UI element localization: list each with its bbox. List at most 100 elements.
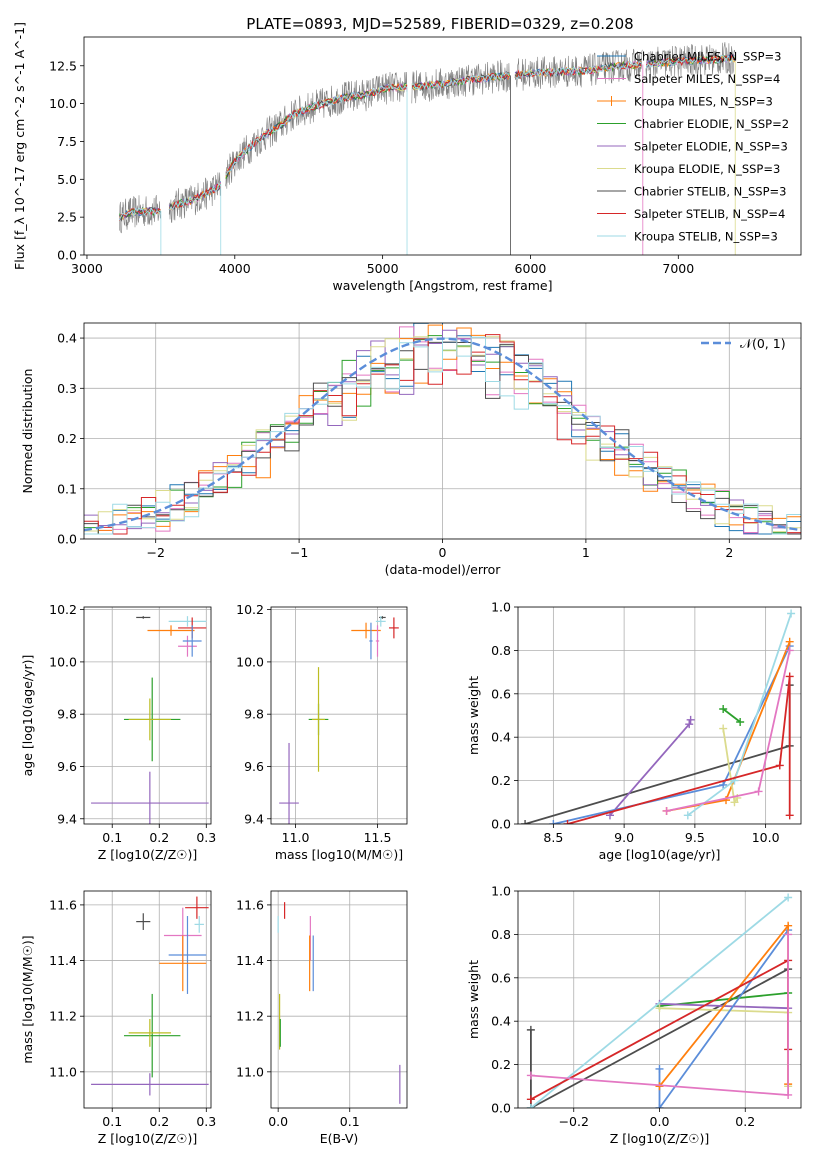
chart-age_vs_Z: 0.1 0.2 0.3 9.4 9.6 9.8 10.0 10.2 Z [log10(Z/Z☉)…	[20, 602, 216, 862]
x-tick-label: 0	[439, 545, 447, 560]
mass-weight-line-5	[658, 929, 789, 1108]
x-tick-label: −1	[290, 545, 308, 560]
y-tick-label: 9.8	[57, 707, 77, 722]
plot-area-age_vs_mass	[271, 607, 407, 824]
x-tick-label: 0.3	[196, 830, 216, 845]
x-tick-label: 0.3	[196, 1114, 216, 1129]
y-axis-label: Normed distribution	[20, 369, 35, 494]
x-axis-label: Z [log10(Z/Z☉)]	[610, 1131, 710, 1146]
mass-weight-marker	[686, 715, 695, 724]
y-axis-label: age [log10(age/yr)]	[20, 655, 35, 777]
x-axis-label: mass [log10(M/M☉)]	[275, 847, 403, 862]
x-tick-label: 9.0	[614, 830, 634, 845]
plot-area-mass_vs_EBV	[271, 891, 407, 1108]
x-tick-label: 8.5	[543, 830, 563, 845]
y-tick-label: 11.0	[236, 1064, 264, 1079]
mass-weight-marker	[685, 720, 694, 729]
y-tick-label: 10.0	[49, 96, 77, 111]
x-tick-label: 4000	[219, 261, 251, 276]
mass-weight-line-0	[530, 968, 789, 1108]
mass-weight-line-2	[722, 708, 741, 723]
y-tick-label: 9.8	[244, 707, 264, 722]
y-tick-label: 9.4	[244, 811, 264, 826]
model-spectrum-8	[119, 54, 736, 221]
legend-label: Kroupa ELODIE, N_SSP=3	[634, 162, 780, 176]
x-tick-label: 0.1	[102, 1114, 122, 1129]
mass-weight-marker	[719, 724, 728, 733]
y-tick-label: 11.0	[49, 1064, 77, 1079]
y-tick-label: 0.4	[491, 730, 511, 745]
plot-area-age_vs_Z	[84, 607, 211, 824]
y-tick-label: 5.0	[57, 172, 77, 187]
plot-area-mass_vs_Z	[84, 891, 211, 1108]
x-tick-label: 0.2	[149, 1114, 169, 1129]
y-tick-label: 0.1	[57, 481, 77, 496]
y-tick-label: 0.8	[491, 643, 511, 658]
y-tick-label: 12.5	[49, 58, 77, 73]
x-tick-label: −2	[146, 545, 164, 560]
y-tick-label: 7.5	[57, 134, 77, 149]
x-tick-label: 0.0	[650, 1114, 670, 1129]
mass-weight-marker	[683, 811, 692, 820]
axes-frame	[83, 890, 212, 1109]
x-tick-label: 11.0	[282, 830, 310, 845]
mass-weight-marker	[526, 1095, 535, 1104]
y-tick-label: 0.0	[491, 817, 511, 832]
x-axis-label: wavelength [Angstrom, rest frame]	[332, 278, 552, 293]
chart-residuals: −2 −1 0 1 2 0.0 0.1 0.2 0.3 0.4 (data-model)/error…	[20, 322, 802, 577]
mass-weight-marker	[784, 930, 793, 939]
mass-weight-marker	[521, 820, 530, 824]
mass-weight-marker	[655, 1004, 664, 1013]
mass-weight-marker	[785, 646, 794, 655]
mass-weight-marker	[655, 1104, 664, 1108]
y-tick-label: 9.6	[57, 759, 77, 774]
x-tick-label: 0.0	[268, 1114, 288, 1129]
plot-area-mw_vs_Z	[518, 891, 801, 1108]
axes-frame	[517, 606, 802, 825]
y-tick-label: 0.8	[491, 927, 511, 942]
y-tick-label: 1.0	[491, 600, 511, 615]
x-tick-label: 9.5	[685, 830, 705, 845]
mass-weight-marker	[775, 761, 784, 770]
legend-label: Salpeter STELIB, N_SSP=4	[634, 207, 785, 221]
y-tick-label: 1.0	[491, 884, 511, 899]
y-tick-label: 0.2	[491, 773, 511, 788]
y-tick-label: 0.3	[57, 381, 77, 396]
y-tick-label: 11.2	[236, 1009, 264, 1024]
mass-weight-marker	[754, 787, 763, 796]
mass-weight-marker	[719, 704, 728, 713]
x-axis-label: Z [log10(Z/Z☉)]	[98, 847, 198, 862]
mass-weight-marker	[736, 718, 745, 727]
x-axis-label: age [log10(age/yr)]	[599, 847, 721, 862]
y-tick-label: 10.0	[236, 654, 264, 669]
axes-frame	[270, 890, 408, 1109]
chart-spectrum: 3000 4000 5000 6000 7000 0.0 2.5 5.0 7.5 10.0 12.5…	[12, 22, 802, 293]
y-tick-label: 10.2	[236, 602, 264, 617]
y-tick-label: 0.6	[491, 970, 511, 985]
legend-label: Chabrier ELODIE, N_SSP=2	[634, 117, 789, 131]
y-tick-label: 0.0	[491, 1101, 511, 1116]
chart-mw_vs_Z: −0.2 0.0 0.2 0.0 0.2 0.4 0.6 0.8 1.0 Z [log10(Z/Z…	[466, 884, 802, 1146]
plot-area-spectrum	[119, 42, 736, 255]
mass-weight-marker	[730, 798, 739, 807]
y-tick-label: 11.2	[49, 1009, 77, 1024]
legend-label: Chabrier MILES, N_SSP=3	[634, 50, 781, 64]
y-axis-label: mass weight	[466, 676, 481, 755]
x-tick-label: 6000	[515, 261, 547, 276]
x-tick-label: 0.2	[149, 830, 169, 845]
y-tick-label: 0.2	[491, 1057, 511, 1072]
plot-area-mw_vs_age	[518, 607, 801, 824]
x-tick-label: −0.2	[559, 1114, 589, 1129]
observed-spectrum	[119, 42, 736, 234]
x-axis-label: (data-model)/error	[385, 562, 502, 577]
y-tick-label: 0.6	[491, 686, 511, 701]
y-tick-label: 10.2	[49, 602, 77, 617]
chart-mass_vs_Z: 0.1 0.2 0.3 11.0 11.2 11.4 11.6 Z [log10(Z/Z☉)]…	[20, 890, 216, 1146]
legend-label: Kroupa STELIB, N_SSP=3	[634, 230, 778, 244]
mass-weight-marker	[784, 921, 793, 930]
y-tick-label: 0.4	[491, 1014, 511, 1029]
plot-area-residuals	[84, 323, 801, 539]
axes-frame	[517, 890, 802, 1109]
mass-weight-marker	[784, 1090, 793, 1099]
